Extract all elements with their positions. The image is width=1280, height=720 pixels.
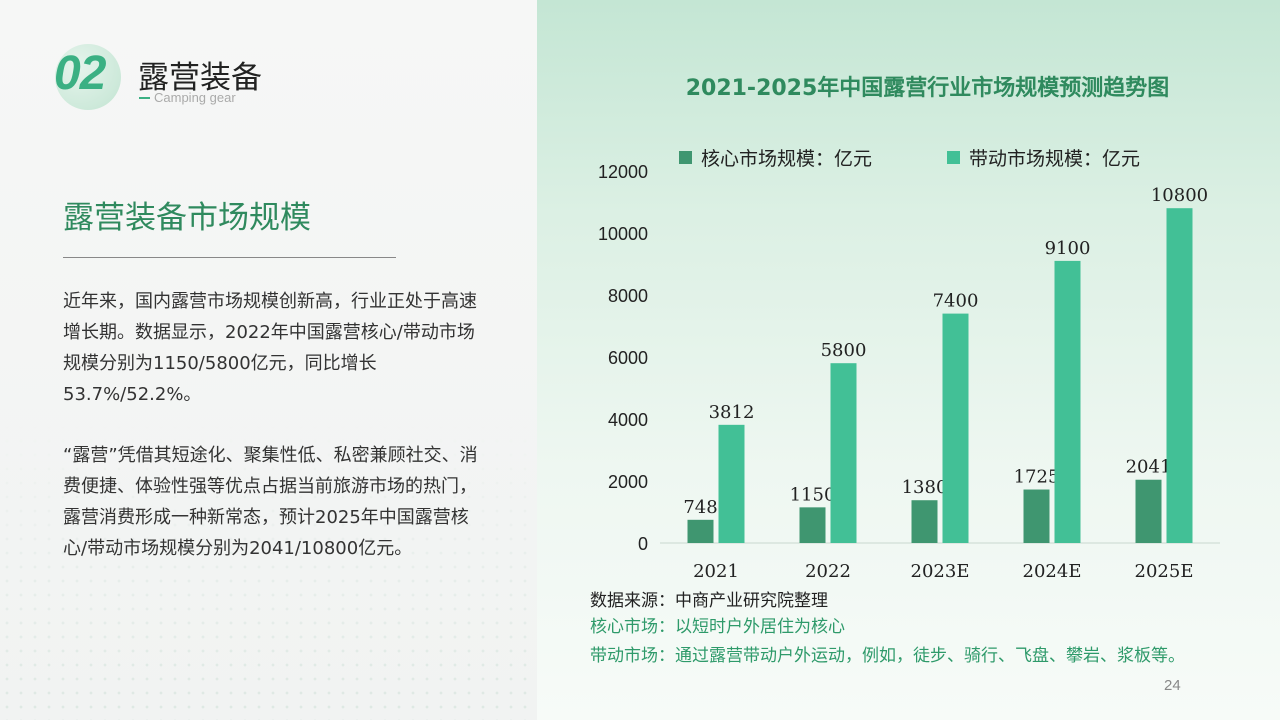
driven-market-note: 带动市场：通过露营带动户外运动，例如，徒步、骑行、飞盘、攀岩、浆板等。 <box>590 646 1185 666</box>
heading-divider <box>63 257 396 258</box>
y-tick-label: 10000 <box>598 224 648 244</box>
chart-title: 2021-2025年中国露营行业市场规模预测趋势图 <box>685 76 1170 101</box>
source-note: 数据来源：中商产业研究院整理 <box>590 591 828 611</box>
x-tick-label: 2021 <box>693 561 739 582</box>
data-label-driven: 7400 <box>933 291 979 312</box>
section-title: 露营装备 <box>138 60 262 96</box>
paragraph-camping-trend: “露营”凭借其短途化、聚集性低、私密兼顾社交、消费便捷、体验性强等优点占据当前旅… <box>63 445 478 559</box>
bar-driven <box>1166 208 1193 543</box>
legend-label-core: 核心市场规模：亿元 <box>701 148 873 170</box>
legend-swatch-core <box>679 151 692 164</box>
content-heading: 露营装备市场规模 <box>63 200 311 236</box>
data-label-driven: 3812 <box>709 402 755 423</box>
x-tick-label: 2022 <box>805 561 851 582</box>
legend-swatch-driven <box>947 151 960 164</box>
bar-core <box>1135 479 1162 543</box>
dot-pattern-decoration <box>0 420 537 720</box>
bar-driven <box>942 313 969 543</box>
bar-driven <box>718 424 745 543</box>
data-label-driven: 9100 <box>1045 238 1091 259</box>
data-label-core: 1380 <box>902 477 948 498</box>
section-subtitle: Camping gear <box>154 90 236 105</box>
data-label-core: 1150 <box>790 484 836 505</box>
bar-core <box>1023 489 1050 543</box>
right-panel <box>537 0 1280 720</box>
data-label-core: 1725 <box>1014 467 1060 488</box>
y-tick-label: 8000 <box>608 286 648 306</box>
bar-core <box>911 500 938 543</box>
y-tick-label: 4000 <box>608 410 648 430</box>
page-number: 24 <box>1164 677 1181 694</box>
y-tick-label: 0 <box>638 534 648 554</box>
bar-core <box>799 507 826 543</box>
section-badge-circle <box>55 44 121 110</box>
legend-label-driven: 带动市场规模：亿元 <box>969 148 1141 170</box>
y-tick-label: 6000 <box>608 348 648 368</box>
y-tick-label: 2000 <box>608 472 648 492</box>
section-number: 02 <box>54 47 106 100</box>
data-label-core: 748 <box>683 497 717 518</box>
section-subtitle-bar <box>139 97 150 99</box>
bar-driven <box>830 363 857 543</box>
x-tick-label: 2023E <box>911 561 970 582</box>
bar-core <box>687 519 714 543</box>
x-tick-label: 2024E <box>1023 561 1082 582</box>
legend-item-core: 核心市场规模：亿元 <box>679 144 872 171</box>
data-label-core: 2041 <box>1126 457 1172 478</box>
data-label-driven: 10800 <box>1151 185 1208 206</box>
left-panel <box>0 0 537 720</box>
y-tick-label: 12000 <box>598 162 648 182</box>
legend-item-driven: 带动市场规模：亿元 <box>947 144 1140 171</box>
core-market-note: 核心市场：以短时户外居住为核心 <box>590 617 845 637</box>
data-label-driven: 5800 <box>821 340 867 361</box>
paragraph-market-size: 近年来，国内露营市场规模创新高，行业正处于高速增长期。数据显示，2022年中国露… <box>63 291 477 405</box>
x-tick-label: 2025E <box>1135 561 1194 582</box>
bar-driven <box>1054 260 1081 543</box>
bar-chart: 0 2000 4000 6000 8000 10000 12000 748 3812 2021 11… <box>598 162 1220 582</box>
